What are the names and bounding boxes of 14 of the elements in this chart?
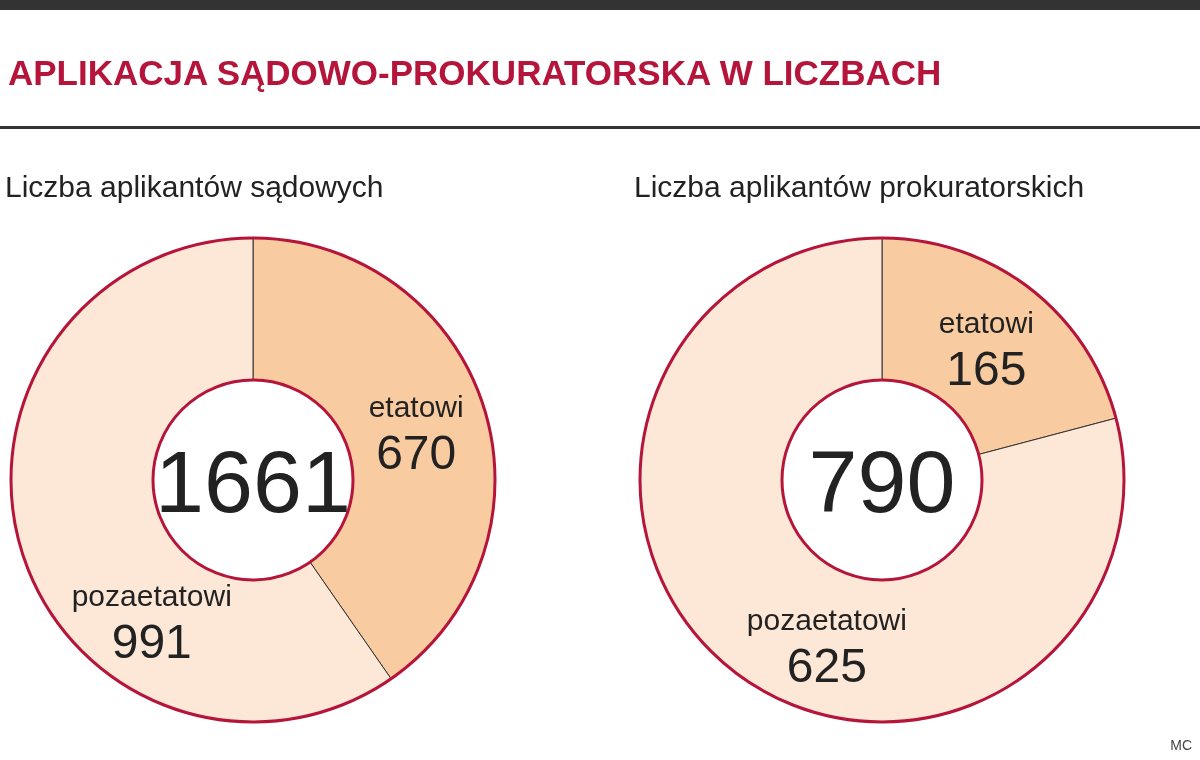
slice-label: pozaetatowi bbox=[71, 578, 232, 612]
chart-subtitle: Liczba aplikantów prokuratorskich bbox=[634, 170, 1085, 203]
chart-title: APLIKACJA SĄDOWO-PROKURATORSKA W LICZBACH bbox=[8, 53, 942, 92]
slice-label: pozaetatowi bbox=[746, 602, 907, 636]
slice-label: etatowi bbox=[368, 389, 464, 423]
text: 790 bbox=[808, 432, 956, 531]
text: 1661 bbox=[155, 432, 351, 531]
text: MC bbox=[1170, 737, 1192, 753]
data-label: 625 bbox=[786, 638, 867, 692]
slice-label: etatowi bbox=[938, 305, 1034, 339]
data-label: 991 bbox=[111, 614, 192, 668]
chart-subtitle: Liczba aplikantów sądowych bbox=[5, 170, 384, 203]
data-label: 165 bbox=[946, 341, 1027, 395]
data-label: 670 bbox=[376, 425, 457, 479]
